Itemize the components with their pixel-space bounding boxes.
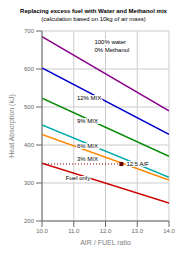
svg-text:300: 300 xyxy=(24,180,35,186)
svg-text:13.0: 13.0 xyxy=(131,228,143,234)
svg-text:500: 500 xyxy=(24,104,35,110)
svg-text:Heat Absorption (kJ): Heat Absorption (kJ) xyxy=(8,94,16,157)
html-text:(calculation based on 10kg of: (calculation based on 10kg of air mass) xyxy=(41,15,146,22)
svg-text:11.0: 11.0 xyxy=(68,228,80,234)
svg-text:6% MIX: 6% MIX xyxy=(77,143,98,149)
svg-text:600: 600 xyxy=(24,66,35,72)
svg-text:9% MIX: 9% MIX xyxy=(77,118,98,124)
svg-text:12% MIX: 12% MIX xyxy=(77,95,101,101)
svg-text:12.5 A/F: 12.5 A/F xyxy=(126,161,149,167)
svg-text:Fuel only: Fuel only xyxy=(66,175,90,181)
svg-text:700: 700 xyxy=(24,28,35,34)
html-text:Replacing excess fuel with Wat: Replacing excess fuel with Water and Met… xyxy=(20,8,167,14)
svg-text:12.0: 12.0 xyxy=(100,228,112,234)
svg-text:3% MIX: 3% MIX xyxy=(77,156,98,162)
svg-text:14.0: 14.0 xyxy=(163,228,175,234)
svg-text:400: 400 xyxy=(24,142,35,148)
svg-text:AIR / FUEL ratio: AIR / FUEL ratio xyxy=(80,239,131,245)
svg-text:200: 200 xyxy=(24,218,35,224)
svg-text:100% water0% Methanol: 100% water0% Methanol xyxy=(94,39,129,53)
svg-text:10.0: 10.0 xyxy=(36,228,48,234)
